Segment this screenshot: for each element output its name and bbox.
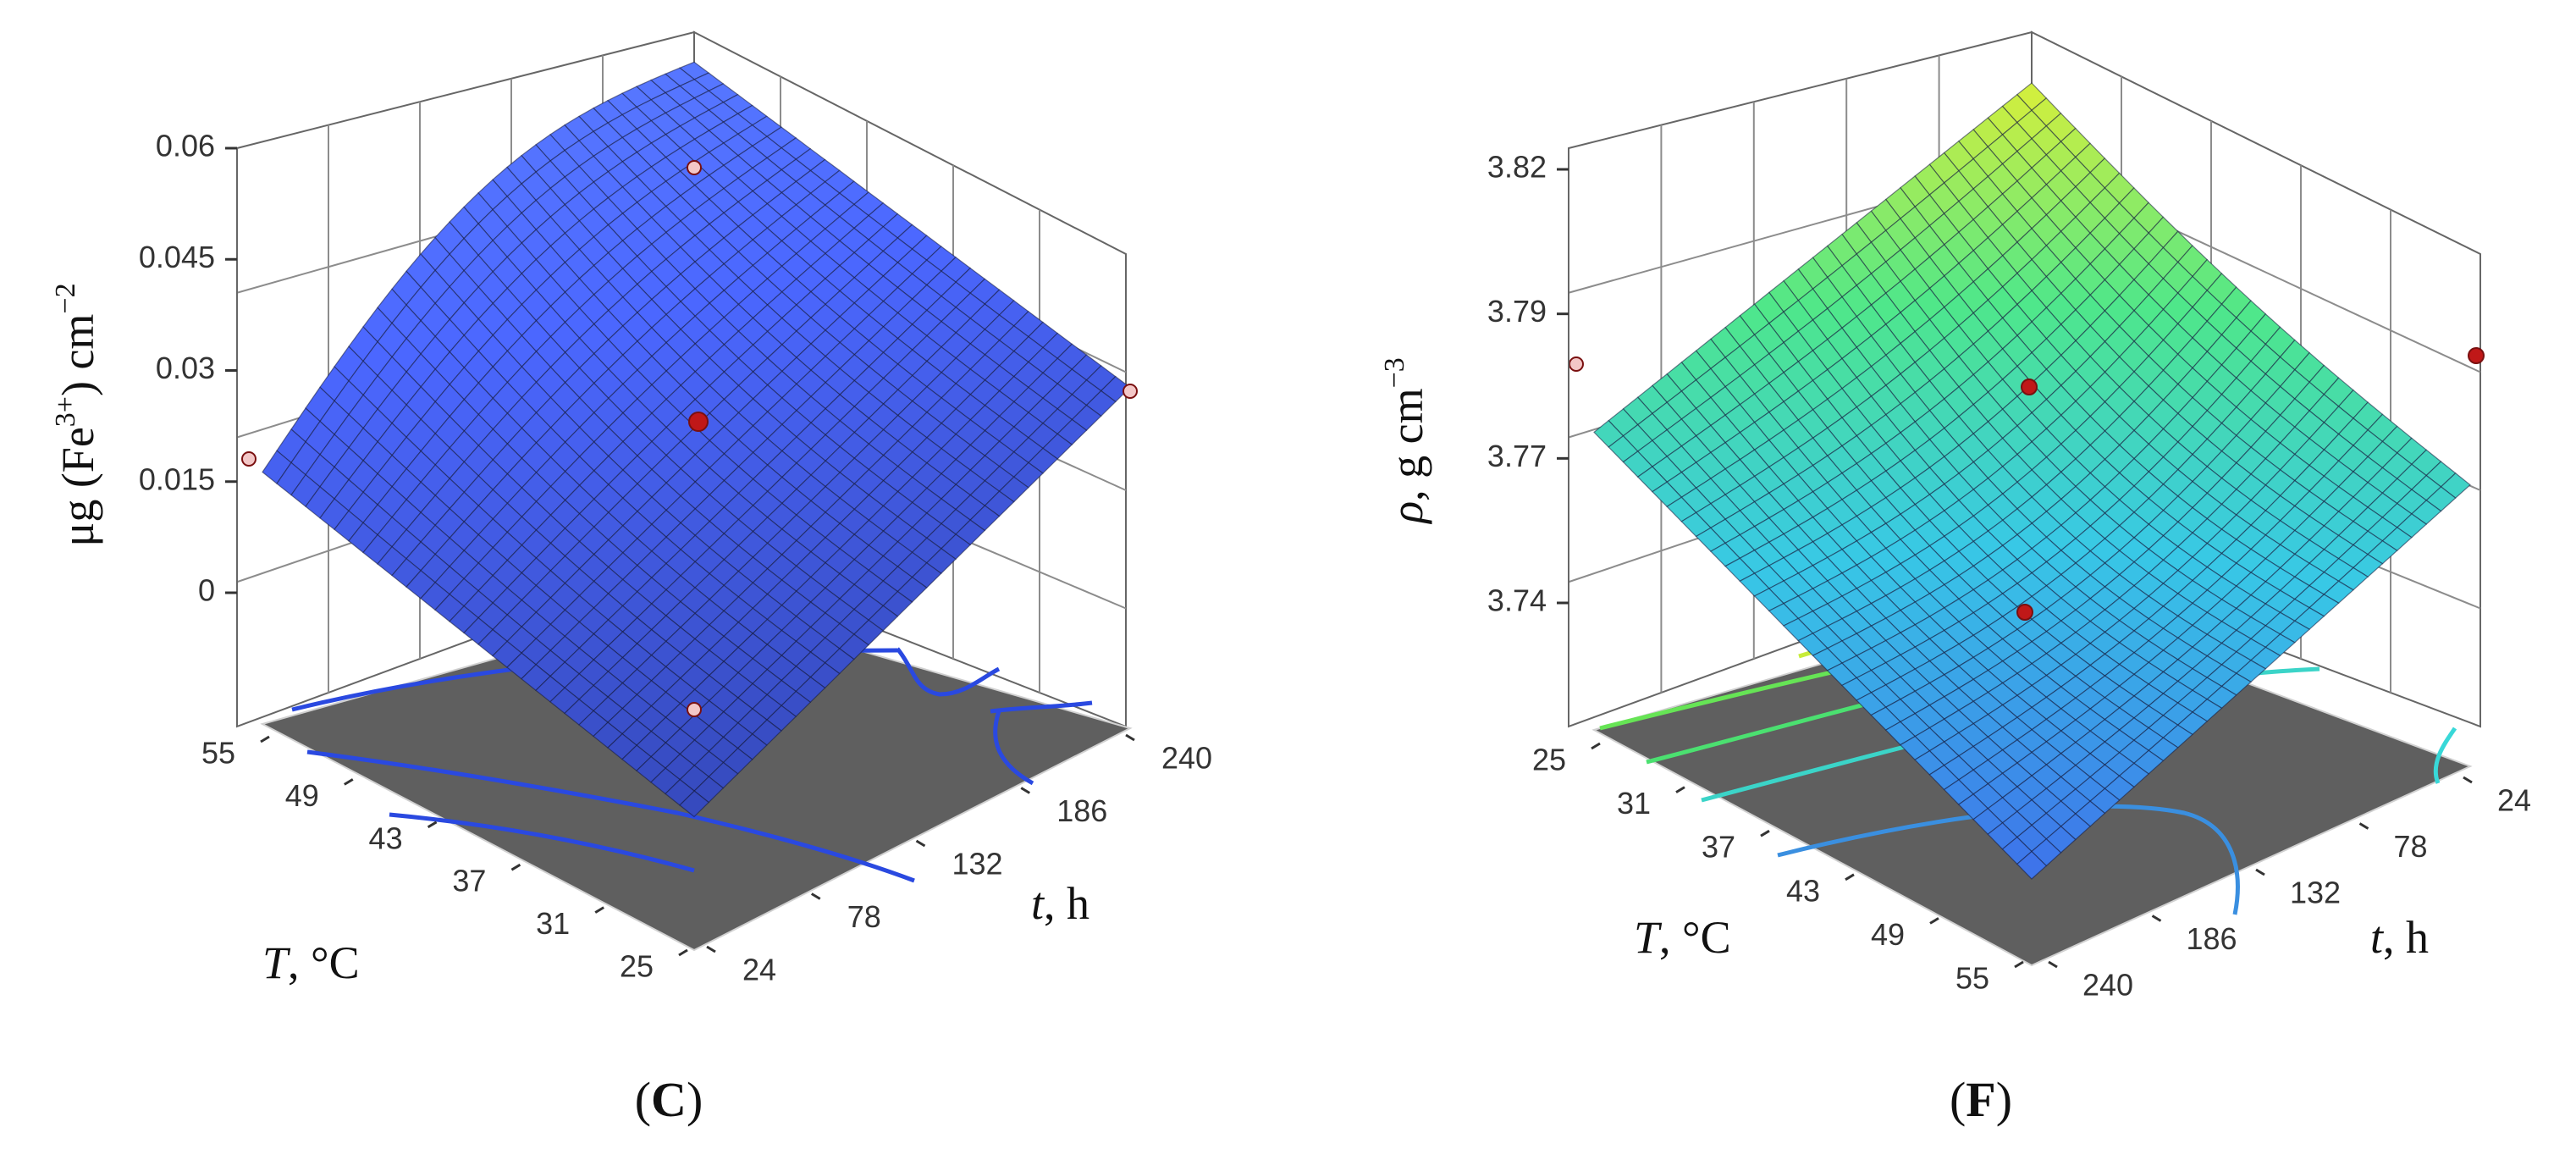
panel-f-y-axis: 240 186 132 78 24 (2048, 776, 2531, 1003)
panel-c-y-tick-mark (1125, 733, 1135, 742)
panel-f-z-tick-label: 3.82 (1487, 150, 1547, 185)
panel-f-x-tick-label: 43 (1786, 873, 1820, 908)
panel-c-x-tick-mark (260, 735, 270, 743)
panel-f-x-axis-label: T, °C (1634, 912, 1731, 963)
panel-f-y-tick-mark (2151, 915, 2162, 922)
panel-f-design-points (1569, 347, 2485, 621)
panel-c-y-tick-mark (810, 892, 821, 900)
panel-f-design-point (1569, 356, 1584, 372)
panel-f-y-tick-label: 186 (2187, 921, 2237, 956)
panel-c-x-tick-label: 55 (201, 736, 235, 771)
panel-f-x-tick-label: 31 (1617, 786, 1651, 821)
panel-c-y-tick-label: 186 (1056, 793, 1107, 828)
panel-c-z-tick-label: 0.03 (156, 351, 215, 385)
panel-f-z-tick-label: 3.74 (1487, 583, 1547, 618)
panel-f-y-tick-mark (2463, 776, 2473, 784)
panel-f-x-tick-mark (1929, 917, 1939, 925)
contour-line (990, 700, 1093, 714)
panel-f-x-tick-label: 25 (1532, 743, 1566, 777)
panel-f-surface-cell (2016, 850, 2048, 880)
panel-c-y-tick-label: 78 (847, 899, 881, 934)
panel-c-surface (262, 61, 1131, 818)
contour-line (1777, 804, 2240, 915)
panel-c-label: (C) (635, 1072, 703, 1127)
contour-line (389, 812, 695, 873)
panel-f-z-axis: 3.82 3.79 3.77 3.74 (1487, 148, 1569, 727)
panel-f-design-point (2468, 347, 2485, 364)
panel-c-y-tick-mark (706, 945, 716, 953)
panel-c-y-axis-label: t, h (1031, 878, 1089, 929)
panel-f-x-tick-mark (2014, 960, 2024, 969)
panel-f: 3.823.793.773.74 ρ, g cm−3 253137434955 … (1379, 30, 2531, 1127)
panel-f-x-tick-label: 37 (1702, 830, 1735, 865)
contour-line (896, 647, 1001, 697)
panel-c-x-tick-mark (678, 948, 688, 957)
contour-line (306, 749, 915, 883)
panel-c-z-tick-label: 0.045 (139, 240, 215, 274)
panel-c-z-axis-label: μg (Fe3+) cm−2 (50, 283, 103, 546)
panel-c-z-tick-label: 0.015 (139, 461, 215, 496)
panel-f-y-tick-mark (2255, 868, 2265, 876)
panel-c-x-tick-label: 49 (285, 778, 319, 813)
panel-f-y-axis-label: t, h (2370, 912, 2429, 963)
panel-f-y-tick-label: 78 (2394, 829, 2428, 864)
panel-c-z-tick-label: 0 (198, 573, 215, 608)
panel-c-y-axis: 24 78 132 186 240 (706, 733, 1212, 987)
panel-c-x-tick-mark (510, 863, 521, 871)
panel-f-y-tick-label: 240 (2082, 968, 2133, 1003)
panel-c-x-tick-label: 25 (620, 949, 654, 984)
panel-c-design-point (241, 451, 256, 467)
panel-c-y-tick-mark (1020, 787, 1031, 794)
panel-f-z-axis-label: ρ, g cm−3 (1379, 357, 1432, 525)
panel-c-x-tick-mark (427, 821, 438, 829)
panel-c-design-point (1123, 384, 1138, 399)
panel-f-x-axis: 25 31 37 43 49 55 (1532, 742, 2024, 996)
panel-c-x-tick-label: 31 (536, 906, 570, 941)
panel-c: 0.06 0.045 0.03 0.015 0 μg (Fe3+) cm−2 55 49 4… (50, 30, 1212, 1127)
panel-f-x-tick-label: 55 (1955, 961, 1989, 996)
panel-c-x-tick-label: 37 (452, 864, 486, 898)
panel-c-y-tick-mark (915, 839, 926, 848)
panel-c-design-point (688, 412, 709, 432)
panel-c-x-axis: 55 49 43 37 31 25 (201, 735, 688, 984)
panel-f-z-tick-label: 3.79 (1487, 294, 1547, 329)
panel-f-design-point (2021, 379, 2038, 395)
panel-f-x-tick-mark (1591, 742, 1601, 750)
panel-c-x-tick-label: 43 (369, 821, 403, 855)
panel-c-z-tick-label: 0.06 (156, 129, 215, 163)
contour-line (2433, 727, 2457, 784)
panel-f-x-tick-mark (1845, 873, 1855, 881)
contour-line (993, 710, 1034, 786)
panel-c-z-axis: 0.06 0.045 0.03 0.015 0 (139, 129, 238, 727)
panel-f-x-tick-mark (1760, 829, 1770, 837)
panel-f-label: (F) (1950, 1072, 2012, 1127)
panel-c-surface-cell (679, 790, 710, 818)
panel-f-z-tick-label: 3.77 (1487, 439, 1547, 473)
panel-c-y-tick-label: 24 (742, 953, 776, 987)
panel-c-y-tick-label: 132 (952, 847, 1003, 881)
panel-f-surface (1593, 82, 2471, 880)
panel-f-design-point (2016, 604, 2033, 621)
panel-c-y-tick-label: 240 (1161, 741, 1212, 776)
panel-f-y-tick-label: 24 (2497, 783, 2531, 818)
panel-f-y-tick-mark (2048, 960, 2058, 969)
panel-c-x-tick-mark (594, 906, 604, 914)
panel-c-design-point (687, 702, 702, 717)
panel-c-x-tick-mark (344, 778, 354, 786)
panel-f-x-tick-label: 49 (1871, 917, 1905, 952)
panel-c-design-points (241, 160, 1138, 717)
panel-f-y-tick-mark (2358, 822, 2369, 830)
panel-c-design-point (687, 160, 702, 175)
panel-c-x-axis-label: T, °C (262, 937, 360, 988)
panel-f-y-tick-label: 132 (2290, 876, 2341, 910)
panel-f-x-tick-mark (1675, 786, 1685, 793)
